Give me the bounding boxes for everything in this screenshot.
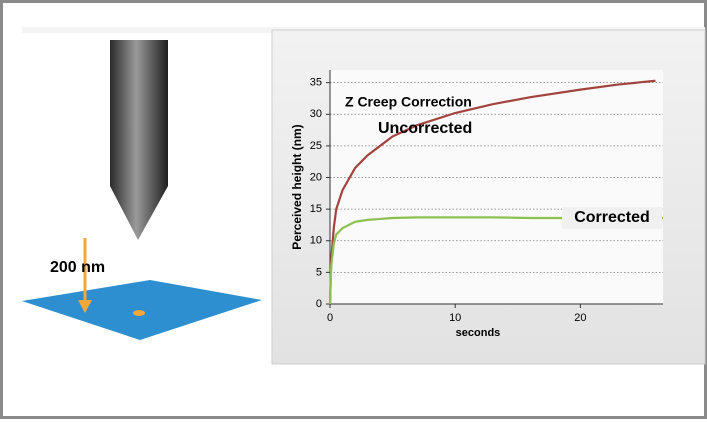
chart-title: Z Creep Correction — [345, 94, 472, 110]
sample-dot — [133, 310, 145, 316]
y-tick-label: 35 — [310, 77, 322, 89]
distance-label: 200 nm — [50, 259, 105, 276]
y-tick-label: 25 — [310, 140, 322, 152]
y-tick-label: 30 — [310, 108, 322, 120]
y-tick-label: 20 — [310, 171, 322, 183]
y-tick-label: 15 — [310, 203, 322, 215]
x-tick-label: 10 — [449, 312, 461, 324]
y-tick-label: 10 — [310, 235, 322, 247]
x-axis-label: seconds — [456, 327, 501, 339]
x-tick-label: 20 — [574, 312, 586, 324]
y-tick-label: 0 — [316, 298, 322, 310]
legend-label: Corrected — [574, 209, 650, 226]
y-tick-label: 5 — [316, 266, 322, 278]
probe-body — [110, 40, 168, 186]
y-axis-label: Perceived height (nm) — [290, 124, 304, 249]
x-tick-label: 0 — [327, 312, 333, 324]
legend-label: Uncorrected — [378, 120, 472, 137]
page: 200 nm Z Creep Correction seconds Percei… — [0, 0, 707, 419]
